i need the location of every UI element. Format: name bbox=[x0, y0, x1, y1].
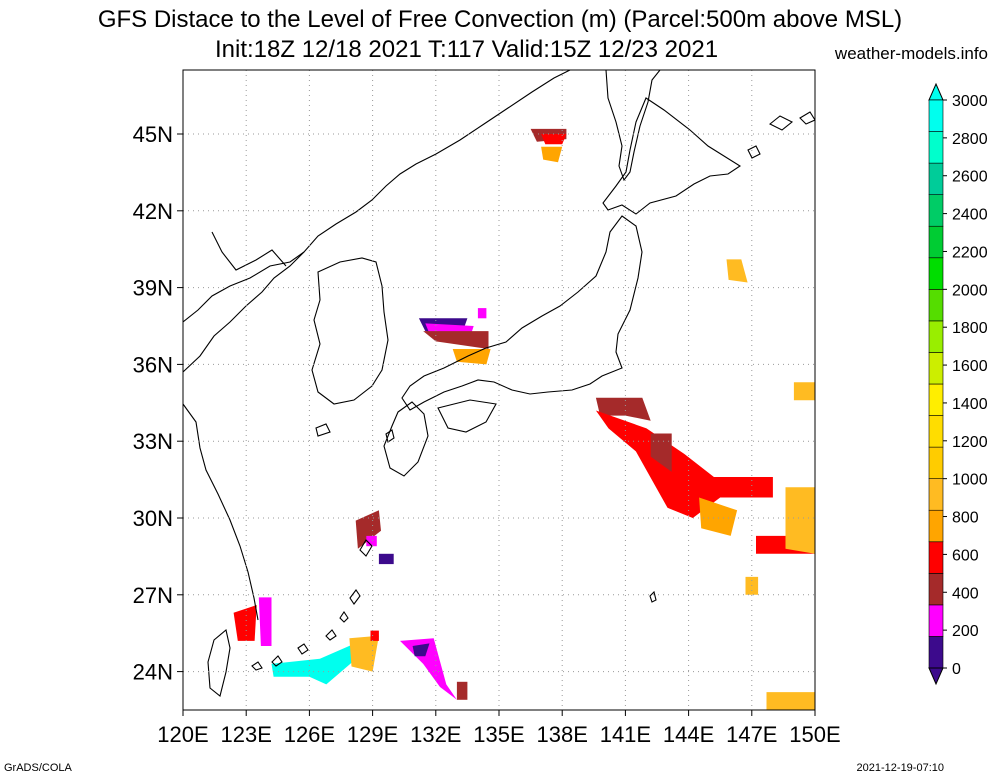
coastline-layer bbox=[183, 70, 815, 697]
colorbar-swatch-6 bbox=[928, 446, 944, 479]
lfc-patch-26 bbox=[412, 643, 430, 657]
colorbar-swatch-0 bbox=[928, 636, 944, 669]
colorbar-bottom-arrow bbox=[928, 667, 944, 686]
lon-tick-label-3: 129E bbox=[347, 722, 398, 747]
lfc-patch-6 bbox=[452, 349, 491, 365]
latitude-axis: 24N 27N 30N 33N 36N 39N 42N 45N bbox=[133, 122, 183, 685]
colorbar-label-1: 200 bbox=[952, 623, 979, 640]
lfc-patch-11 bbox=[699, 497, 738, 536]
colorbar-swatch-8 bbox=[928, 383, 944, 416]
colorbar-label-9: 1800 bbox=[952, 320, 988, 337]
lfc-patch-21 bbox=[233, 605, 257, 641]
colorbar-swatch-7 bbox=[928, 415, 944, 448]
colorbar-swatch-11 bbox=[928, 289, 944, 322]
lfc-patch-15 bbox=[793, 382, 815, 401]
lon-tick-label-2: 126E bbox=[284, 722, 335, 747]
lat-tick-label-0: 24N bbox=[133, 660, 173, 685]
lfc-patch-14 bbox=[726, 259, 748, 283]
lon-tick-label-6: 138E bbox=[537, 722, 588, 747]
colorbar-top-arrow bbox=[928, 82, 944, 101]
site-label: weather-models.info bbox=[834, 44, 988, 63]
colorbar-swatch-14 bbox=[928, 194, 944, 227]
lfc-patch-28 bbox=[370, 630, 379, 641]
colorbar-label-7: 1400 bbox=[952, 396, 988, 413]
colorbar-label-11: 2200 bbox=[952, 244, 988, 261]
lon-tick-label-10: 150E bbox=[789, 722, 840, 747]
lfc-patch-9 bbox=[595, 410, 773, 518]
lfc-patch-1 bbox=[541, 134, 567, 145]
colorbar-swatch-12 bbox=[928, 257, 944, 290]
colorbar: 0 200 400 600 800 1000 1200 1400 1600 1800 2000 220… bbox=[928, 82, 988, 686]
lon-tick-label-7: 141E bbox=[600, 722, 651, 747]
lfc-patch-8 bbox=[595, 397, 651, 421]
colorbar-swatch-17 bbox=[928, 99, 944, 132]
longitude-axis: 120E 123E 126E 129E 132E 135E 138E 141E 144E 147E… bbox=[157, 710, 841, 747]
lat-tick-label-6: 42N bbox=[133, 199, 173, 224]
lfc-patch-18 bbox=[355, 510, 381, 549]
graticule bbox=[183, 70, 815, 710]
colorbar-swatch-2 bbox=[928, 573, 944, 606]
lfc-patch-23 bbox=[271, 635, 373, 685]
lfc-patch-24 bbox=[349, 635, 379, 672]
colorbar-label-15: 3000 bbox=[952, 93, 988, 110]
colorbar-label-2: 400 bbox=[952, 585, 979, 602]
lfc-patch-10 bbox=[650, 433, 672, 472]
lfc-patch-20 bbox=[378, 553, 394, 565]
lfc-field-layer bbox=[233, 128, 815, 710]
colorbar-swatch-16 bbox=[928, 131, 944, 164]
colorbar-label-4: 800 bbox=[952, 510, 979, 527]
colorbar-swatch-13 bbox=[928, 225, 944, 259]
lat-tick-label-5: 39N bbox=[133, 276, 173, 301]
colorbar-label-14: 2800 bbox=[952, 131, 988, 148]
lon-tick-label-8: 144E bbox=[663, 722, 714, 747]
lfc-patch-2 bbox=[541, 146, 563, 163]
lfc-patch-27 bbox=[456, 681, 468, 700]
lon-tick-label-1: 123E bbox=[221, 722, 272, 747]
lon-tick-label-5: 135E bbox=[473, 722, 524, 747]
lfc-patch-5 bbox=[423, 331, 489, 349]
lfc-patch-22 bbox=[258, 597, 272, 646]
colorbar-label-13: 2600 bbox=[952, 169, 988, 186]
lfc-patch-25 bbox=[400, 638, 457, 700]
lfc-patch-19 bbox=[366, 535, 377, 547]
colorbar-label-0: 0 bbox=[952, 661, 961, 678]
title-line-2: Init:18Z 12/18 2021 T:117 Valid:15Z 12/2… bbox=[215, 36, 719, 63]
colorbar-label-5: 1000 bbox=[952, 472, 988, 489]
colorbar-swatch-15 bbox=[928, 162, 944, 195]
colorbar-label-8: 1600 bbox=[952, 358, 988, 375]
lon-tick-label-0: 120E bbox=[157, 722, 208, 747]
colorbar-swatch-3 bbox=[928, 541, 944, 574]
lfc-patch-7 bbox=[477, 308, 487, 319]
colorbar-swatch-5 bbox=[928, 478, 944, 511]
footer-timestamp: 2021-12-19-07:10 bbox=[856, 762, 944, 774]
lfc-patch-16 bbox=[766, 692, 815, 710]
colorbar-label-12: 2400 bbox=[952, 207, 988, 224]
colorbar-label-6: 1200 bbox=[952, 434, 988, 451]
lat-tick-label-7: 45N bbox=[133, 122, 173, 147]
colorbar-swatch-4 bbox=[928, 509, 944, 543]
lon-tick-label-4: 132E bbox=[410, 722, 461, 747]
colorbar-label-3: 600 bbox=[952, 547, 979, 564]
colorbar-swatch-1 bbox=[928, 604, 944, 637]
footer-software: GrADS/COLA bbox=[4, 762, 72, 774]
colorbar-swatch-10 bbox=[928, 320, 944, 353]
lfc-patch-13 bbox=[785, 487, 815, 554]
colorbar-swatch-9 bbox=[928, 352, 944, 385]
colorbar-label-10: 2000 bbox=[952, 282, 988, 299]
title-line-1: GFS Distace to the Level of Free Convect… bbox=[97, 6, 903, 33]
lat-tick-label-4: 36N bbox=[133, 352, 173, 377]
lat-tick-label-3: 33N bbox=[133, 429, 173, 454]
lon-tick-label-9: 147E bbox=[726, 722, 777, 747]
lat-tick-label-2: 30N bbox=[133, 506, 173, 531]
lat-tick-label-1: 27N bbox=[133, 583, 173, 608]
